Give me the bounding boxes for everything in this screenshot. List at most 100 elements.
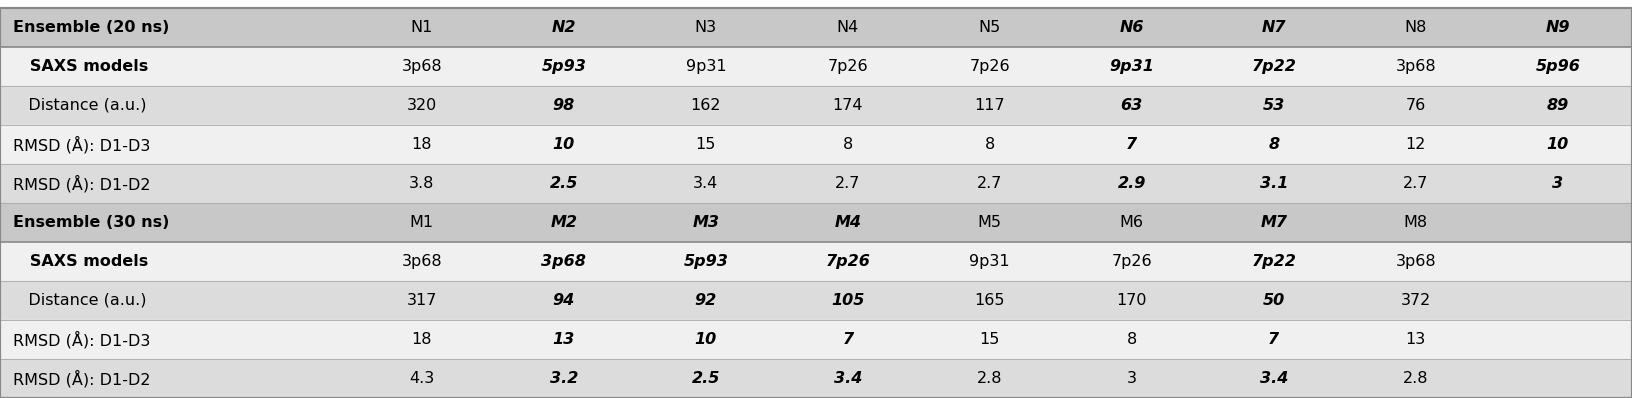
Text: 3: 3 [1552, 176, 1563, 191]
Text: 3: 3 [1126, 371, 1138, 386]
Bar [0, 203, 1632, 242]
Text: 13: 13 [1405, 332, 1426, 347]
Bar [0, 359, 1632, 398]
Text: 13: 13 [553, 332, 574, 347]
Text: N5: N5 [979, 20, 1000, 35]
Text: 320: 320 [406, 98, 437, 113]
Text: 89: 89 [1547, 98, 1568, 113]
Text: 3p68: 3p68 [401, 254, 442, 269]
Text: 8: 8 [1126, 332, 1138, 347]
Text: 2.7: 2.7 [978, 176, 1002, 191]
Text: M8: M8 [1404, 215, 1428, 230]
Text: 12: 12 [1405, 137, 1426, 152]
Text: 8: 8 [984, 137, 996, 152]
Bar [0, 320, 1632, 359]
Text: 5p93: 5p93 [542, 59, 586, 74]
Text: Distance (a.u.): Distance (a.u.) [13, 293, 147, 308]
Text: 53: 53 [1263, 98, 1284, 113]
Text: 3.1: 3.1 [1260, 176, 1288, 191]
Text: 9p31: 9p31 [1110, 59, 1154, 74]
Text: 117: 117 [974, 98, 1005, 113]
Text: 7: 7 [1268, 332, 1279, 347]
Text: 165: 165 [974, 293, 1005, 308]
Text: N1: N1 [411, 20, 432, 35]
Text: 3p68: 3p68 [401, 59, 442, 74]
Text: 7: 7 [1126, 137, 1138, 152]
Text: 10: 10 [1547, 137, 1568, 152]
Text: M7: M7 [1260, 215, 1288, 230]
Text: 8: 8 [842, 137, 854, 152]
Text: 3p68: 3p68 [1395, 254, 1436, 269]
Text: 8: 8 [1268, 137, 1279, 152]
Text: 98: 98 [553, 98, 574, 113]
Text: N8: N8 [1405, 20, 1426, 35]
Text: 7p22: 7p22 [1252, 254, 1296, 269]
Text: 2.7: 2.7 [836, 176, 860, 191]
Text: 317: 317 [406, 293, 437, 308]
Text: 2.5: 2.5 [692, 371, 720, 386]
Text: 94: 94 [553, 293, 574, 308]
Text: 5p96: 5p96 [1536, 59, 1580, 74]
Text: Ensemble (30 ns): Ensemble (30 ns) [13, 215, 170, 230]
Text: 76: 76 [1405, 98, 1426, 113]
Text: 3.4: 3.4 [834, 371, 862, 386]
Text: 170: 170 [1116, 293, 1147, 308]
Text: 10: 10 [553, 137, 574, 152]
Text: M5: M5 [978, 215, 1002, 230]
Text: 7p26: 7p26 [827, 59, 868, 74]
Text: Ensemble (20 ns): Ensemble (20 ns) [13, 20, 170, 35]
Text: 105: 105 [831, 293, 865, 308]
Text: RMSD (Å): D1-D2: RMSD (Å): D1-D2 [13, 370, 150, 387]
Text: 3.8: 3.8 [410, 176, 434, 191]
Text: N6: N6 [1120, 20, 1144, 35]
Text: 2.9: 2.9 [1118, 176, 1146, 191]
Text: RMSD (Å): D1-D2: RMSD (Å): D1-D2 [13, 175, 150, 192]
Bar [0, 281, 1632, 320]
Text: 3.4: 3.4 [694, 176, 718, 191]
Text: 3p68: 3p68 [1395, 59, 1436, 74]
Text: 2.7: 2.7 [1404, 176, 1428, 191]
Text: M6: M6 [1120, 215, 1144, 230]
Text: M3: M3 [692, 215, 720, 230]
Text: M1: M1 [410, 215, 434, 230]
Text: 7p26: 7p26 [1111, 254, 1152, 269]
Text: N9: N9 [1546, 20, 1570, 35]
Text: 9p31: 9p31 [969, 254, 1010, 269]
Text: 10: 10 [695, 332, 716, 347]
Text: 5p93: 5p93 [684, 254, 728, 269]
Text: N7: N7 [1262, 20, 1286, 35]
Text: 63: 63 [1121, 98, 1142, 113]
Bar [0, 164, 1632, 203]
Text: N4: N4 [837, 20, 858, 35]
Text: 2.8: 2.8 [1404, 371, 1428, 386]
Text: N3: N3 [695, 20, 716, 35]
Text: 7p26: 7p26 [826, 254, 870, 269]
Text: M4: M4 [834, 215, 862, 230]
Text: 3p68: 3p68 [542, 254, 586, 269]
Text: SAXS models: SAXS models [13, 254, 149, 269]
Text: M2: M2 [550, 215, 578, 230]
Text: 15: 15 [695, 137, 716, 152]
Text: 50: 50 [1263, 293, 1284, 308]
Text: 4.3: 4.3 [410, 371, 434, 386]
Bar [0, 8, 1632, 47]
Bar [0, 86, 1632, 125]
Bar [0, 242, 1632, 281]
Text: Distance (a.u.): Distance (a.u.) [13, 98, 147, 113]
Text: 15: 15 [979, 332, 1000, 347]
Text: 2.8: 2.8 [978, 371, 1002, 386]
Text: 2.5: 2.5 [550, 176, 578, 191]
Text: N2: N2 [552, 20, 576, 35]
Text: 18: 18 [411, 332, 432, 347]
Text: RMSD (Å): D1-D3: RMSD (Å): D1-D3 [13, 331, 150, 348]
Text: SAXS models: SAXS models [13, 59, 149, 74]
Text: RMSD (Å): D1-D3: RMSD (Å): D1-D3 [13, 136, 150, 153]
Text: 18: 18 [411, 137, 432, 152]
Text: 7: 7 [842, 332, 854, 347]
Text: 3.2: 3.2 [550, 371, 578, 386]
Text: 3.4: 3.4 [1260, 371, 1288, 386]
Text: 174: 174 [832, 98, 863, 113]
Text: 372: 372 [1400, 293, 1431, 308]
Text: 162: 162 [690, 98, 721, 113]
Bar [0, 125, 1632, 164]
